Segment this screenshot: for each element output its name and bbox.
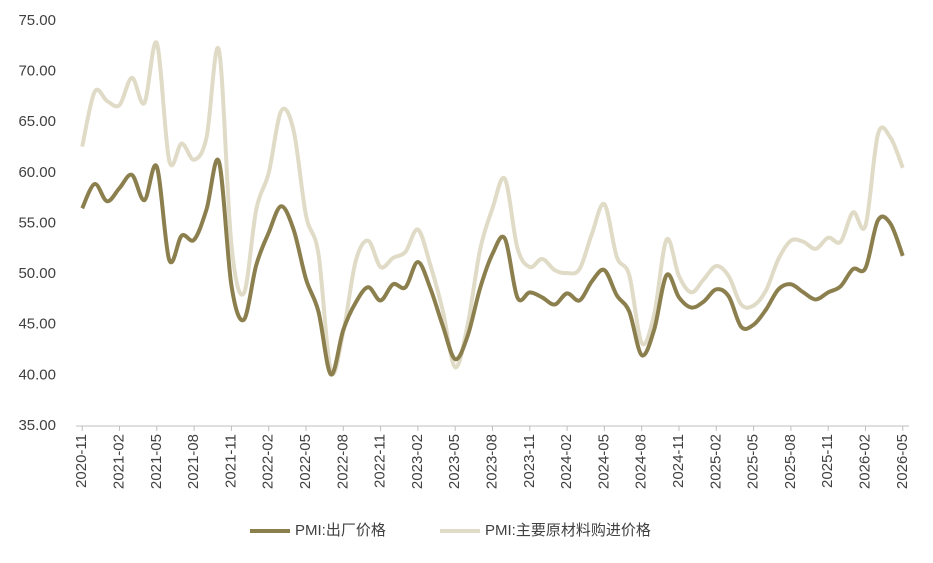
y-tick-label: 55.00 xyxy=(18,214,56,231)
y-tick-label: 75.00 xyxy=(18,12,56,29)
x-tick-label: 2022-11 xyxy=(372,434,389,488)
x-tick-label: 2025-11 xyxy=(819,434,836,488)
x-tick-label: 2024-11 xyxy=(670,434,687,488)
x-tick-label: 2025-08 xyxy=(782,434,799,489)
x-tick-label: 2021-02 xyxy=(110,434,127,489)
y-tick-label: 40.00 xyxy=(18,366,56,383)
x-tick-label: 2021-05 xyxy=(148,434,165,489)
y-tick-label: 65.00 xyxy=(18,113,56,130)
x-tick-label: 2022-02 xyxy=(260,434,277,489)
legend-label: PMI:出厂价格 xyxy=(295,522,386,539)
y-tick-label: 70.00 xyxy=(18,63,56,80)
x-tick-label: 2022-08 xyxy=(334,434,351,489)
x-tick-label: 2020-11 xyxy=(73,434,90,488)
series-line xyxy=(80,157,905,377)
x-tick-label: 2023-08 xyxy=(483,434,500,489)
x-tick-label: 2025-02 xyxy=(707,434,724,489)
x-tick-label: 2023-05 xyxy=(446,434,463,489)
legend-label: PMI:主要原材料购进价格 xyxy=(485,522,651,539)
x-tick-label: 2025-05 xyxy=(745,434,762,489)
x-tick-label: 2021-11 xyxy=(222,434,239,488)
y-tick-label: 45.00 xyxy=(18,316,56,333)
x-tick-label: 2023-11 xyxy=(521,434,538,488)
x-tick-label: 2026-05 xyxy=(894,434,911,489)
y-tick-label: 50.00 xyxy=(18,265,56,282)
x-tick-label: 2026-02 xyxy=(856,434,873,489)
x-tick-label: 2024-05 xyxy=(595,434,612,489)
x-tick-label: 2021-08 xyxy=(185,434,202,489)
x-tick-label: 2022-05 xyxy=(297,434,314,489)
y-tick-label: 60.00 xyxy=(18,164,56,181)
y-tick-label: 35.00 xyxy=(18,417,56,434)
series-line xyxy=(80,40,905,376)
x-tick-label: 2024-08 xyxy=(633,434,650,489)
x-tick-label: 2023-02 xyxy=(409,434,426,489)
x-tick-label: 2024-02 xyxy=(558,434,575,489)
